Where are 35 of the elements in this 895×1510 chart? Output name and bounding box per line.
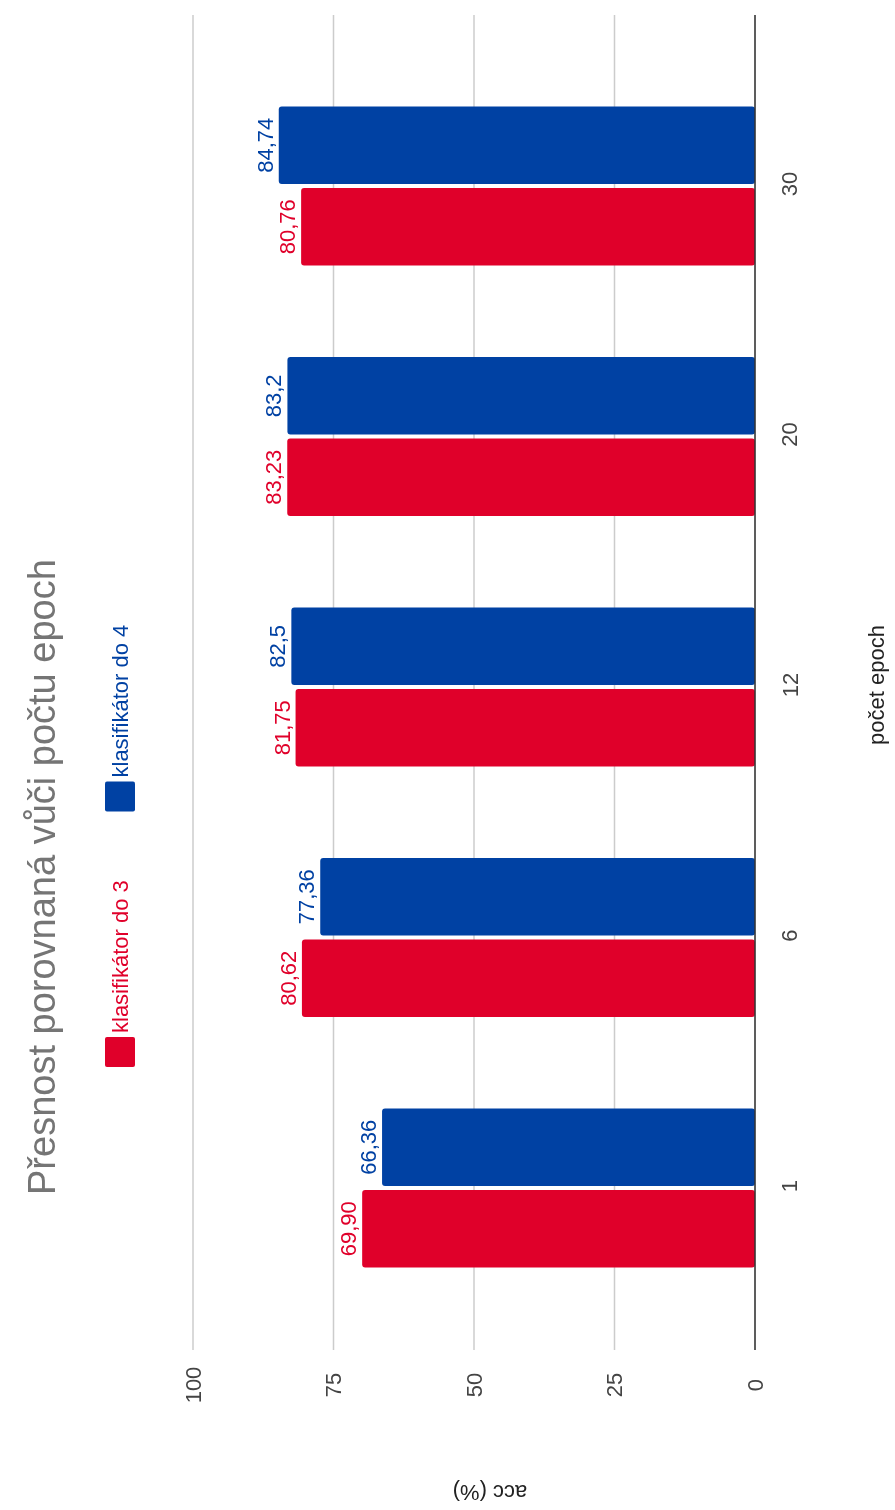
x-tick-label: 100 [180,1366,206,1404]
x-tick-label: 0 [742,1378,768,1392]
data-label: 83,2 [261,374,287,418]
bar [320,858,755,936]
bar [278,106,755,184]
text: klasifikátor do 3 [107,880,133,1033]
x-tick-label: 50 [461,1372,487,1398]
y-axis-title: počet epoch [863,625,889,745]
bar [301,939,755,1017]
data-label: 82,5 [265,624,291,668]
bar [287,438,755,516]
y-tick-label: 30 [777,171,803,197]
y-tick-label: 20 [777,422,803,447]
y-tick-label: 6 [777,929,803,942]
text: Přesnost porovnaná vůči počtu epoch [21,559,63,1195]
bar [287,357,755,435]
bar [291,607,755,685]
bar [382,1108,755,1186]
x-axis-title: acc (%) [452,1479,528,1505]
data-label: 77,36 [294,869,320,925]
data-label: 80,76 [275,199,301,255]
y-tick-label: 1 [777,1179,803,1193]
bar [362,1190,755,1268]
bar [295,689,755,767]
data-label: 69,90 [336,1201,362,1257]
data-label: 83,23 [261,449,287,505]
bar [301,188,755,266]
text: klasifikátor do 4 [107,624,133,778]
x-tick-label: 25 [602,1372,627,1398]
x-tick-label: 75 [321,1372,346,1398]
data-label: 66,36 [356,1119,382,1175]
data-label: 80,62 [275,950,301,1006]
data-label: 81,75 [269,700,295,756]
y-tick-label: 12 [777,672,803,698]
data-label: 84,74 [252,117,278,173]
